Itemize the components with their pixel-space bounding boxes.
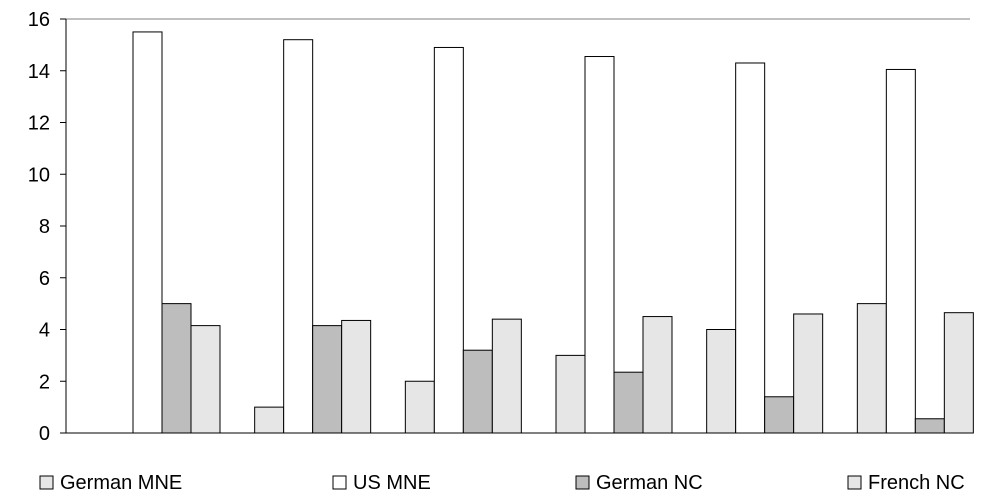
bar-german-mne-5: [856, 303, 887, 434]
legend-swatch: [575, 475, 590, 490]
bar-german-nc-3: [613, 371, 644, 434]
y-tick-label: 6: [39, 268, 50, 290]
bar-german-mne-3: [555, 354, 586, 434]
bar-french-nc-2: [491, 318, 522, 434]
legend-label: German NC: [596, 472, 703, 494]
legend-item: French NC: [847, 472, 965, 494]
y-tick-label: 14: [28, 61, 50, 83]
legend-item: US MNE: [332, 472, 431, 494]
legend-swatch: [39, 475, 54, 490]
bar-german-mne-4: [706, 329, 737, 434]
bar-us-mne-0: [132, 31, 163, 434]
legend: German MNE US MNE German NC French NC: [39, 472, 965, 494]
y-tick-label: 16: [28, 9, 50, 31]
y-tick-label: 10: [28, 164, 50, 186]
bar-german-nc-2: [462, 349, 493, 434]
legend-label: German MNE: [60, 472, 182, 494]
legend-item: German MNE: [39, 472, 182, 494]
bars: [132, 31, 974, 434]
bar-german-mne-1: [254, 406, 285, 434]
legend-swatch: [847, 475, 862, 490]
bar-us-mne-3: [584, 56, 615, 434]
bar-us-mne-1: [283, 39, 314, 434]
y-tick-label: 4: [39, 320, 50, 342]
y-axis-ticks: 0 2 4 6 8 10 12 14 16: [28, 9, 66, 445]
bar-german-mne-2: [404, 380, 435, 434]
y-tick-label: 0: [39, 423, 50, 445]
bar-us-mne-2: [433, 46, 464, 434]
legend-item: German NC: [575, 472, 703, 494]
bar-french-nc-1: [341, 319, 372, 434]
y-tick-label: 12: [28, 113, 50, 135]
bar-german-nc-5: [914, 418, 945, 434]
y-tick-label: 2: [39, 371, 50, 393]
bar-us-mne-4: [735, 62, 766, 434]
legend-swatch: [332, 475, 347, 490]
y-tick-label: 8: [39, 216, 50, 238]
legend-label: US MNE: [353, 472, 431, 494]
bar-french-nc-4: [793, 313, 824, 434]
bar-german-nc-0: [161, 303, 192, 434]
bar-us-mne-5: [885, 68, 916, 434]
bar-french-nc-0: [190, 325, 221, 434]
bar-german-nc-1: [312, 325, 343, 434]
bar-french-nc-3: [642, 316, 673, 434]
bar-french-nc-5: [943, 312, 974, 434]
bar-german-nc-4: [764, 396, 795, 434]
legend-label: French NC: [868, 472, 965, 494]
